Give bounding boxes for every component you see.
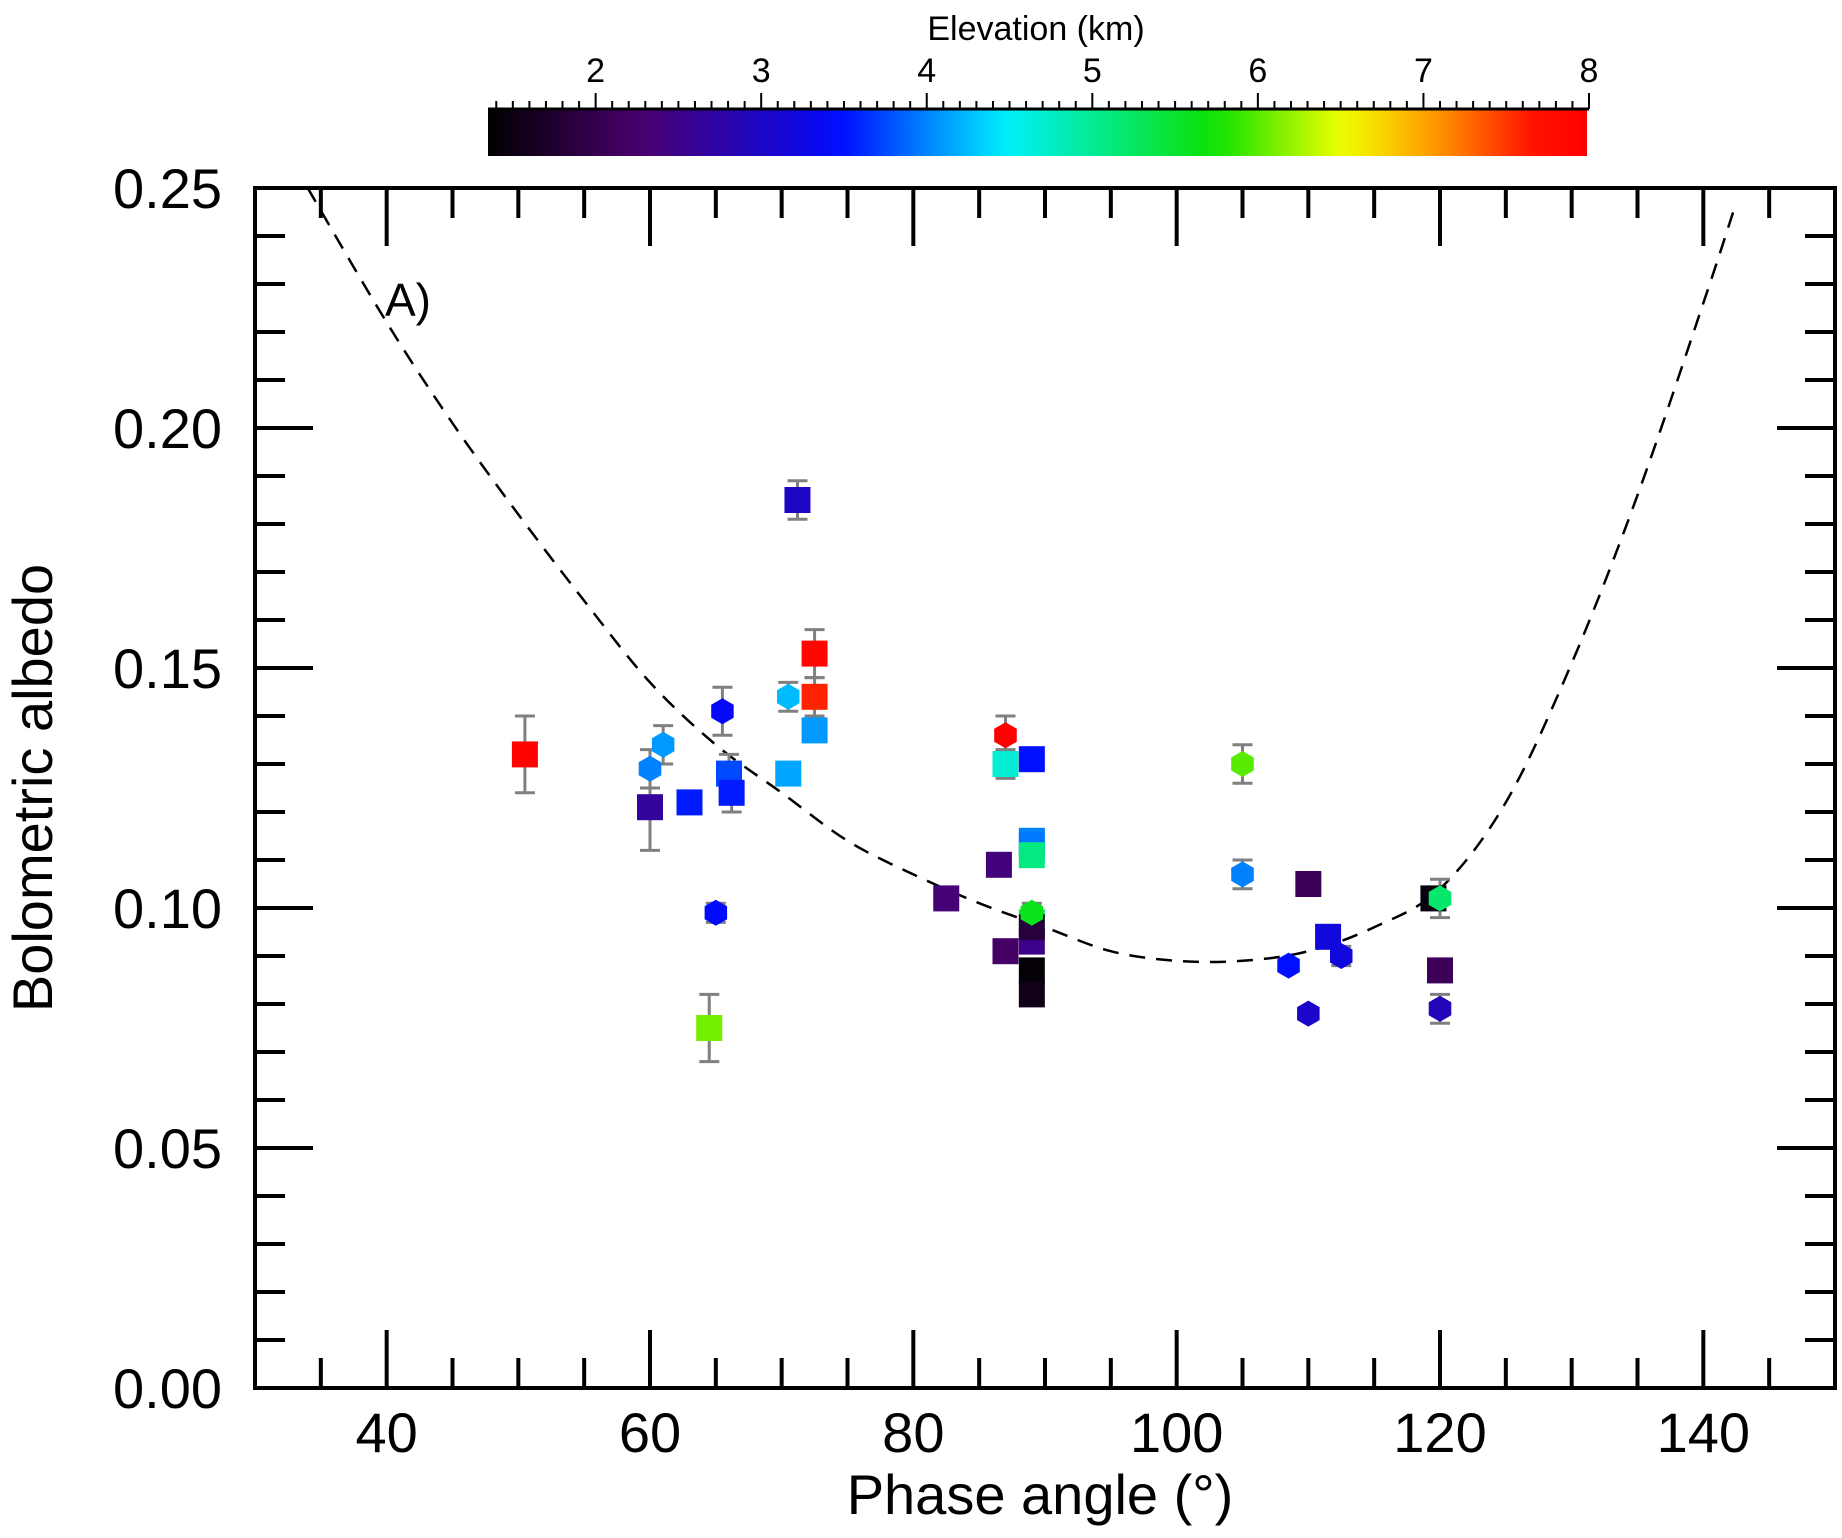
colorbar-tick-label: 7 (1414, 52, 1433, 90)
data-point-hexagon (1277, 952, 1300, 979)
data-point-hexagon (1231, 861, 1254, 888)
data-point-hexagon (1428, 885, 1452, 912)
data-point-square (676, 789, 703, 816)
data-points (511, 487, 1453, 1041)
data-point-hexagon (994, 722, 1017, 749)
y-tick-label: 0.00 (113, 1357, 222, 1420)
colorbar-tick-labels: 2 3 4 5 6 7 8 (586, 52, 1598, 90)
data-point-hexagon (1330, 943, 1353, 969)
x-tick-label: 40 (356, 1401, 418, 1464)
y-tick-label: 0.05 (113, 1117, 222, 1180)
colorbar-gradient (488, 109, 1587, 156)
x-axis-label: Phase angle (°) (847, 1463, 1234, 1526)
data-point-hexagon (1020, 899, 1044, 926)
data-point-hexagon (777, 683, 800, 710)
x-tick-label: 80 (882, 1401, 944, 1464)
data-point-hexagon (651, 731, 675, 758)
data-point-square (801, 640, 828, 667)
colorbar-tick-label: 5 (1083, 52, 1102, 90)
data-point-square (992, 751, 1019, 777)
data-point-hexagon (711, 698, 734, 725)
colorbar-tick-label: 4 (917, 52, 936, 90)
data-point-hexagon (1297, 1000, 1320, 1027)
data-point-square (1295, 871, 1322, 897)
data-point-square (637, 794, 663, 821)
colorbar: Elevation (km) 2 3 4 5 6 7 8 (488, 10, 1598, 156)
colorbar-tick-label: 8 (1580, 52, 1599, 90)
data-point-square (1315, 923, 1342, 950)
data-point-square (1018, 746, 1045, 773)
data-point-hexagon (638, 755, 662, 782)
data-point-square (801, 717, 828, 744)
x-tick-label: 140 (1657, 1401, 1750, 1464)
y-tick-label: 0.20 (113, 397, 222, 460)
y-axis-tick-labels: 0.00 0.05 0.10 0.15 0.20 0.25 (113, 157, 222, 1420)
data-point-square (1018, 981, 1045, 1008)
data-point-square (933, 885, 960, 912)
data-point-square (784, 487, 811, 513)
data-point-square (1018, 842, 1045, 869)
data-point-hexagon (1428, 995, 1452, 1022)
colorbar-ticks (495, 93, 1590, 109)
data-point-square (1018, 957, 1045, 984)
x-tick-label: 100 (1130, 1401, 1223, 1464)
y-tick-label: 0.10 (113, 877, 222, 940)
data-point-hexagon (704, 899, 728, 926)
data-point-square (801, 683, 828, 710)
data-point-square (718, 779, 745, 806)
x-tick-label: 60 (619, 1401, 681, 1464)
data-point-square (696, 1015, 723, 1041)
x-tick-label: 120 (1393, 1401, 1486, 1464)
data-point-square (1427, 957, 1453, 984)
colorbar-title: Elevation (km) (927, 10, 1144, 48)
y-axis-label: Bolometric albedo (1, 564, 64, 1012)
colorbar-tick-label: 3 (752, 52, 771, 90)
x-axis-ticks (318, 188, 1772, 1388)
colorbar-tick-label: 6 (1248, 52, 1267, 90)
data-point-hexagon (1231, 751, 1254, 777)
y-axis-ticks (255, 234, 1835, 1342)
plot-frame (253, 186, 1837, 1390)
panel-label: A) (385, 274, 431, 326)
y-tick-label: 0.25 (113, 157, 222, 220)
data-point-square (985, 851, 1012, 878)
colorbar-tick-label: 2 (586, 52, 605, 90)
x-axis-tick-labels: 40 60 80 100 120 140 (356, 1401, 1751, 1464)
data-point-square (775, 760, 802, 787)
data-point-square (992, 938, 1019, 965)
y-tick-label: 0.15 (113, 637, 222, 700)
data-point-square (511, 741, 538, 768)
